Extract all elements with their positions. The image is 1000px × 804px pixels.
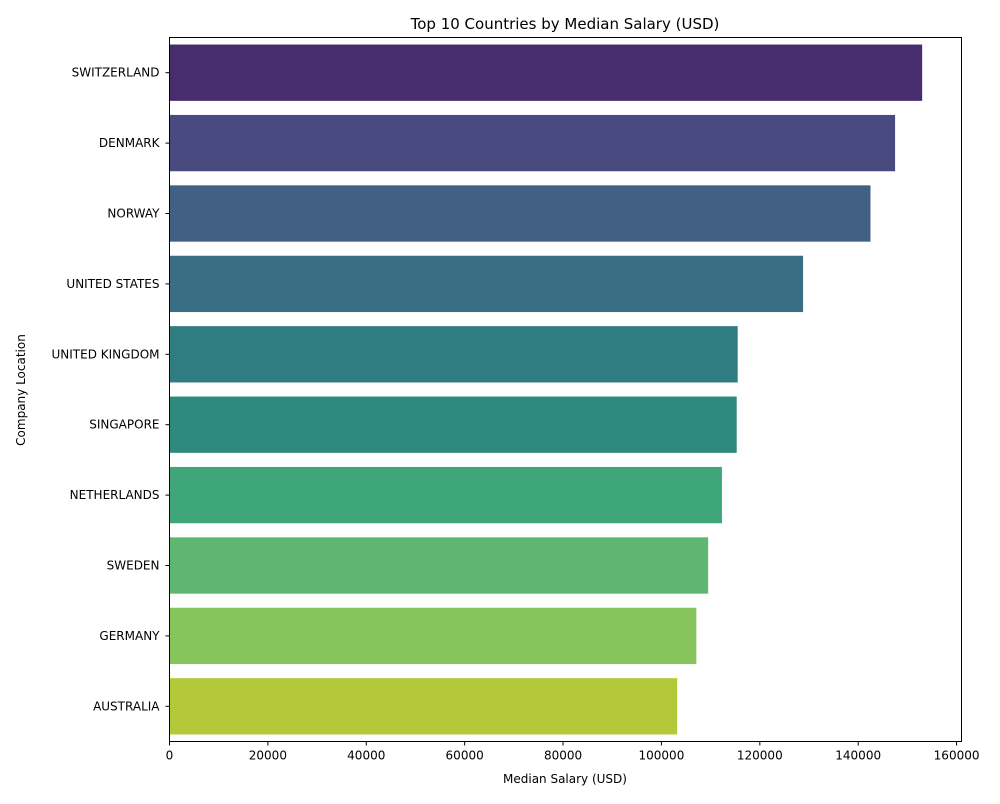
y-tick-label: UNITED KINGDOM <box>52 347 160 361</box>
x-tick-label: 120000 <box>737 749 783 763</box>
y-axis: SWITZERLAND DENMARK NORWAY UNITED STATES UNI… <box>52 66 170 713</box>
x-axis: 0 20000 40000 60000 80000 100000 120000 140000 1… <box>166 741 980 763</box>
y-tick-label: NETHERLANDS <box>70 488 160 502</box>
bar-singapore <box>169 396 737 453</box>
x-tick-label: 20000 <box>249 749 287 763</box>
y-tick-label: SWEDEN <box>107 559 160 573</box>
y-tick-label: NORWAY <box>107 207 160 221</box>
x-tick-label: 0 <box>166 749 174 763</box>
bar-germany <box>169 607 697 665</box>
y-tick-label: SINGAPORE <box>89 418 159 432</box>
x-tick-label: 100000 <box>639 749 685 763</box>
chart-title: Top 10 Countries by Median Salary (USD) <box>410 15 720 33</box>
bar-denmark <box>169 114 896 172</box>
plot-frame <box>169 37 962 742</box>
y-tick-label: SWITZERLAND <box>72 66 160 80</box>
bar-norway <box>169 185 871 242</box>
y-axis-label: Company Location <box>14 334 28 446</box>
x-tick-label: 160000 <box>934 749 980 763</box>
x-tick-label: 40000 <box>347 749 385 763</box>
bar-netherlands <box>169 466 722 524</box>
bar-united-kingdom <box>169 326 738 383</box>
y-tick-label: DENMARK <box>99 136 161 150</box>
y-tick-label: UNITED STATES <box>66 277 159 291</box>
bar-united-states <box>169 255 804 313</box>
y-tick-label: AUSTRALIA <box>93 699 160 713</box>
x-tick-label: 140000 <box>835 749 881 763</box>
bar-sweden <box>169 537 709 594</box>
x-tick-label: 80000 <box>544 749 582 763</box>
x-tick-label: 60000 <box>446 749 484 763</box>
bar-australia <box>169 678 678 735</box>
bars-layer <box>169 44 923 735</box>
bar-switzerland <box>169 44 923 101</box>
x-axis-label: Median Salary (USD) <box>503 772 627 786</box>
y-tick-label: GERMANY <box>99 629 160 643</box>
